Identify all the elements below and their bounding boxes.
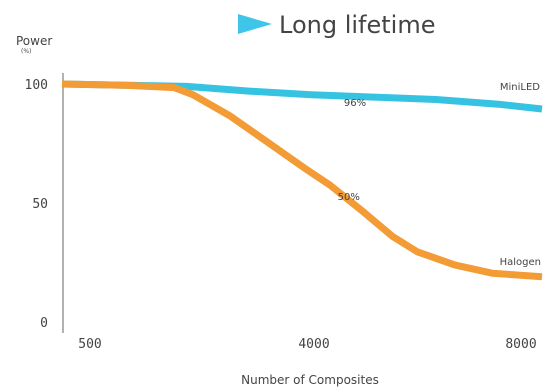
title-group: Long lifetime: [238, 11, 435, 39]
y-tick-label: 100: [25, 78, 48, 93]
x-axis-label: Number of Composites: [241, 373, 379, 387]
series-line-halogen: [61, 80, 543, 281]
title-marker-icon: [238, 14, 272, 34]
plot-area: MiniLED Halogen: [61, 80, 543, 281]
y-ticks: 0 50 100: [25, 78, 48, 331]
annotations: 96% 50%: [338, 98, 366, 203]
x-tick-label: 8000: [505, 337, 536, 352]
y-tick-label: 50: [32, 197, 48, 212]
annotation-label: 50%: [338, 192, 360, 203]
y-axis-label: Power: [16, 34, 52, 48]
series-label-miniled: MiniLED: [500, 82, 540, 93]
x-tick-label: 500: [78, 337, 101, 352]
chart-title: Long lifetime: [279, 11, 435, 39]
x-ticks: 500 4000 8000: [78, 337, 536, 352]
annotation-label: 96%: [344, 98, 366, 109]
x-tick-label: 4000: [298, 337, 329, 352]
y-tick-label: 0: [40, 316, 48, 331]
y-axis-unit: (%): [21, 48, 31, 55]
series-label-halogen: Halogen: [500, 257, 541, 268]
